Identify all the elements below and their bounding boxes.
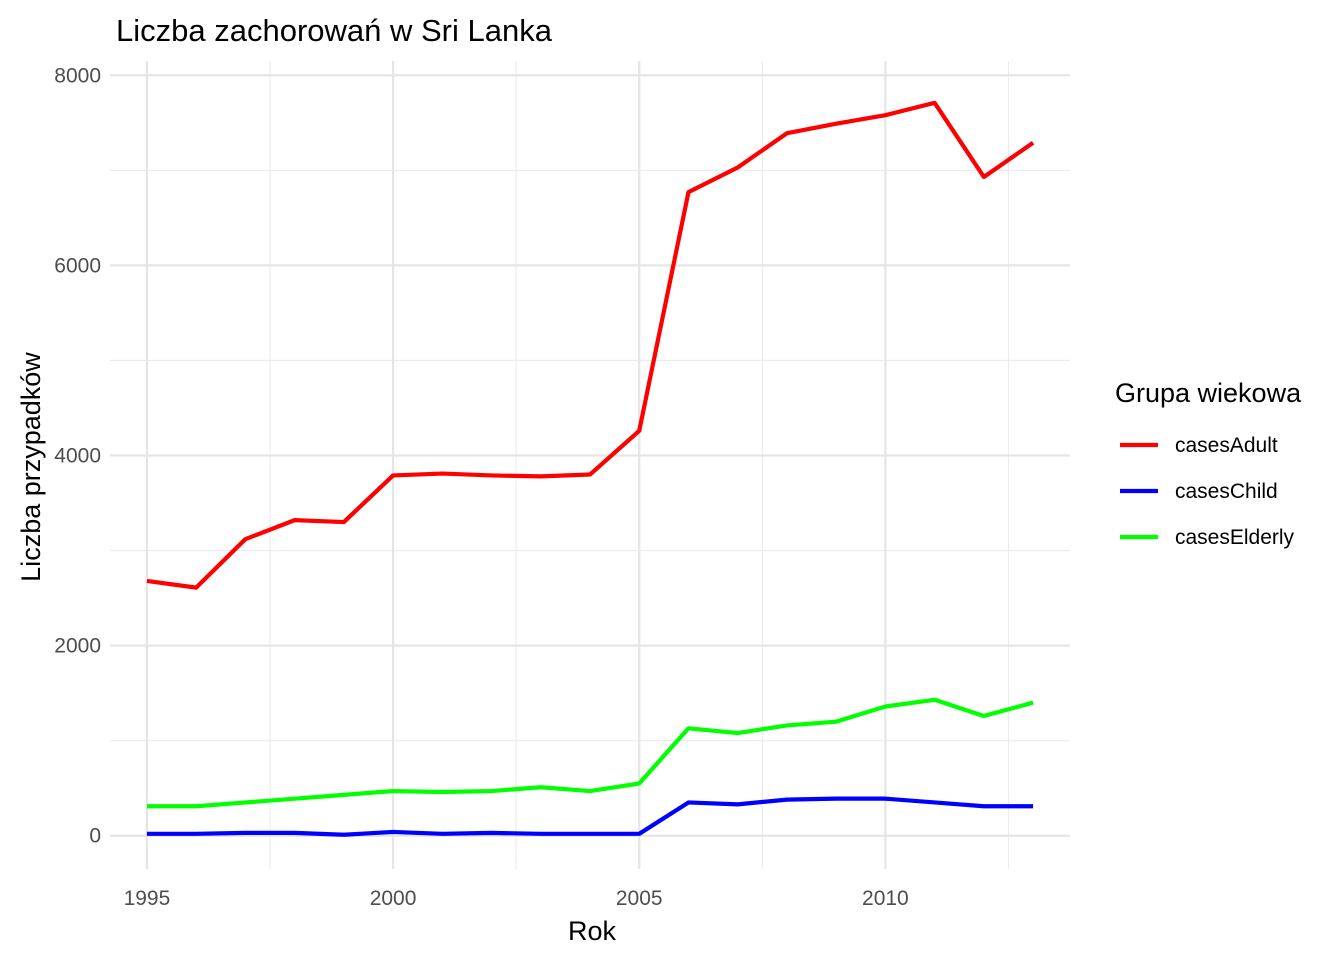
axis-ticks: 0 2000 4000 6000 8000 1995 2000 2005 2010 (54, 64, 908, 910)
grid (110, 61, 1070, 869)
x-tick-label: 2000 (370, 887, 417, 910)
series-line-casesAdult (146, 100, 1035, 590)
y-tick-label: 2000 (54, 635, 101, 658)
chart-title: Liczba zachorowań w Sri Lanka (116, 13, 553, 48)
y-tick-label: 6000 (54, 254, 101, 277)
series-line-casesChild (146, 796, 1034, 837)
legend-items: casesAdult casesChild casesElderly (1120, 434, 1295, 549)
legend-label-casesElderly: casesElderly (1175, 526, 1295, 549)
y-tick-label: 0 (89, 825, 101, 848)
legend-title: Grupa wiekowa (1115, 378, 1302, 408)
x-tick-label: 2010 (862, 887, 909, 910)
series-line-casesElderly (146, 697, 1034, 809)
x-axis-label: Rok (568, 916, 617, 946)
legend-label-casesChild: casesChild (1175, 480, 1278, 503)
x-tick-label: 2005 (616, 887, 663, 910)
legend-label-casesAdult: casesAdult (1175, 434, 1278, 457)
y-tick-label: 4000 (54, 444, 101, 467)
x-tick-label: 1995 (124, 887, 171, 910)
y-tick-label: 8000 (54, 64, 101, 87)
y-axis-label: Liczba przypadków (16, 352, 46, 582)
series-lines (146, 100, 1035, 837)
legend: Grupa wiekowa casesAdult casesChild casesE… (1115, 378, 1302, 549)
